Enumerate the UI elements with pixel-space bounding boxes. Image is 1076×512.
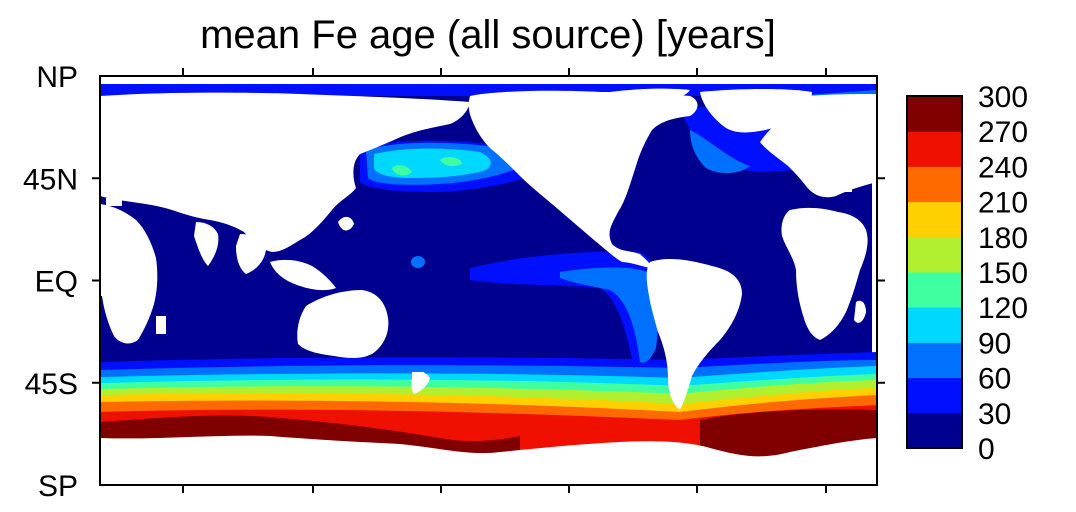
eq-pacific-speck: [411, 256, 425, 268]
eq-pacific-60: [560, 267, 658, 363]
land-japan: [338, 216, 354, 231]
y-tick-label: EQ: [35, 266, 78, 299]
colorbar-tick-label: 210: [978, 187, 1028, 220]
n-atlantic-60: [690, 130, 750, 174]
heatmap-map: [100, 76, 877, 485]
land-se-asia: [236, 234, 266, 274]
colorbar-segment: [907, 377, 962, 414]
colorbar-tick-label: 0: [978, 433, 995, 466]
colorbar-tick-label: 300: [978, 81, 1028, 114]
y-tick-label: 45S: [25, 368, 78, 401]
land-australia: [297, 290, 389, 358]
colorbar-frame: [906, 95, 963, 449]
colorbar-tick-label: 270: [978, 116, 1028, 149]
colorbar-segment: [907, 342, 962, 379]
colorbar-tick-label: 150: [978, 257, 1028, 290]
y-tick-label: NP: [36, 61, 78, 94]
y-tick-label: 45N: [23, 163, 78, 196]
colorbar-tick-label: 120: [978, 292, 1028, 325]
land-africa: [781, 207, 868, 340]
land-eurasia-east: [100, 92, 470, 252]
colorbar-segment: [907, 412, 962, 449]
colorbar-tick-label: 60: [978, 363, 1011, 396]
frame-ticks: [92, 68, 885, 493]
land-speck-4: [838, 184, 852, 192]
np-120b: [440, 157, 462, 167]
colorbar-tick-label: 30: [978, 398, 1011, 431]
colorbar-segment: [907, 166, 962, 203]
colorbar-segment: [907, 131, 962, 167]
land-madagascar: [854, 300, 866, 323]
colorbar-tick-label: 180: [978, 222, 1028, 255]
colorbar-tick-label: 90: [978, 327, 1011, 360]
colorbar-segment: [907, 272, 962, 308]
y-tick-label: SP: [38, 470, 78, 503]
np-120a: [392, 165, 412, 176]
land-north-america: [468, 90, 698, 268]
colorbar-segment: [907, 307, 962, 343]
colorbar-segment: [907, 96, 962, 132]
colorbar-tick-label: 240: [978, 151, 1028, 184]
chart-title: mean Fe age (all source) [years]: [200, 13, 776, 57]
land-antarctica: [100, 435, 877, 485]
colorbar: [907, 96, 962, 449]
land-maritime: [270, 259, 336, 291]
land-eurasia-west: [760, 94, 877, 198]
colorbar-segment: [907, 236, 962, 273]
land-africa-west: [100, 204, 158, 344]
land-arctic-islands: [610, 88, 690, 102]
land-speck-3: [156, 316, 166, 334]
colorbar-segment: [907, 201, 962, 238]
y-axis-labels: NP 45N EQ 45S SP: [23, 61, 78, 503]
land-south-america: [646, 259, 742, 410]
land-speck-2: [412, 372, 424, 388]
land-speck-1: [106, 198, 122, 206]
land-india: [194, 222, 219, 266]
